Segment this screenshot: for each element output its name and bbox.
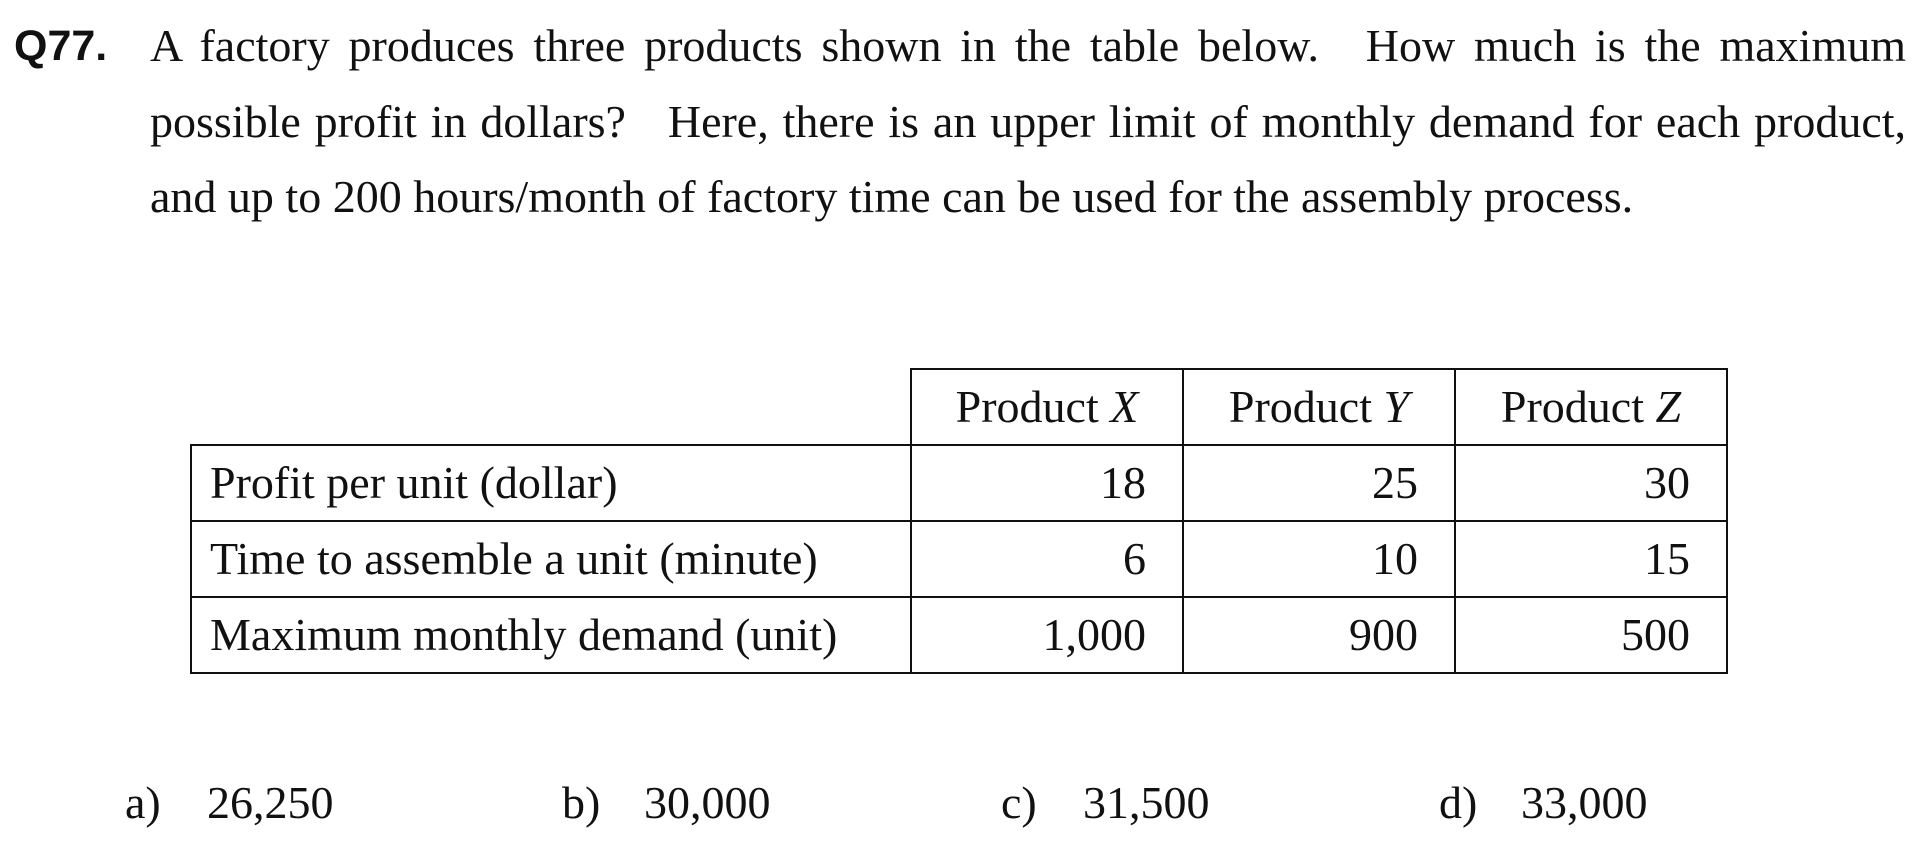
- column-header-variable: X: [1110, 381, 1139, 432]
- table-cell: 15: [1454, 520, 1728, 598]
- choice-value: 33,000: [1521, 777, 1648, 828]
- question-text-part3: Here, there is an upper limit of monthly…: [150, 95, 1907, 223]
- column-header-variable: Y: [1383, 381, 1410, 432]
- table-cell: 30: [1454, 444, 1728, 522]
- row-label: Maximum monthly demand (unit): [190, 596, 912, 674]
- question-text-part1: A factory produces three products shown …: [150, 20, 1319, 71]
- answer-choices: a) 26,250 b) 30,000 c) 31,500 d) 33,000: [0, 768, 1920, 838]
- table-cell: 25: [1182, 444, 1456, 522]
- table-cell: 500: [1454, 596, 1728, 674]
- choice-value: 30,000: [644, 777, 771, 828]
- row-label: Time to assemble a unit (minute): [190, 520, 912, 598]
- question-text: A factory produces three products shown …: [150, 8, 1906, 235]
- table-corner-cell: [191, 369, 912, 446]
- column-header-prefix: Product: [1228, 381, 1384, 432]
- choice-d[interactable]: d) 33,000: [1439, 768, 1648, 838]
- choice-value: 26,250: [207, 777, 334, 828]
- choice-letter: d): [1439, 777, 1478, 828]
- column-header-product-y: Product Y: [1182, 368, 1456, 446]
- table-cell: 900: [1182, 596, 1456, 674]
- choice-c[interactable]: c) 31,500: [1001, 768, 1210, 838]
- table-row-max-demand: Maximum monthly demand (unit) 1,000 900 …: [190, 596, 1728, 674]
- table-cell: 10: [1182, 520, 1456, 598]
- table-row-assembly-time: Time to assemble a unit (minute) 6 10 15: [190, 520, 1728, 598]
- question-text-part2: How much is the maximum possible profit …: [150, 20, 1907, 147]
- product-table: Product X Product Y Product Z Profit per…: [190, 368, 1728, 674]
- choice-a[interactable]: a) 26,250: [125, 768, 334, 838]
- question-number: Q77.: [14, 22, 108, 70]
- choice-letter: c): [1001, 777, 1037, 828]
- column-header-prefix: Product: [1500, 381, 1656, 432]
- table-cell: 18: [910, 444, 1184, 522]
- column-header-prefix: Product: [955, 381, 1111, 432]
- table-row-profit: Profit per unit (dollar) 18 25 30: [190, 444, 1728, 522]
- choice-letter: a): [125, 777, 161, 828]
- column-header-variable: Z: [1655, 381, 1682, 432]
- column-header-product-z: Product Z: [1454, 368, 1728, 446]
- row-label: Profit per unit (dollar): [190, 444, 912, 522]
- table-cell: 1,000: [910, 596, 1184, 674]
- choice-letter: b): [562, 777, 601, 828]
- choice-b[interactable]: b) 30,000: [562, 768, 771, 838]
- column-header-product-x: Product X: [910, 368, 1184, 446]
- table-header-row: Product X Product Y Product Z: [191, 368, 1728, 446]
- choice-value: 31,500: [1083, 777, 1210, 828]
- table-cell: 6: [910, 520, 1184, 598]
